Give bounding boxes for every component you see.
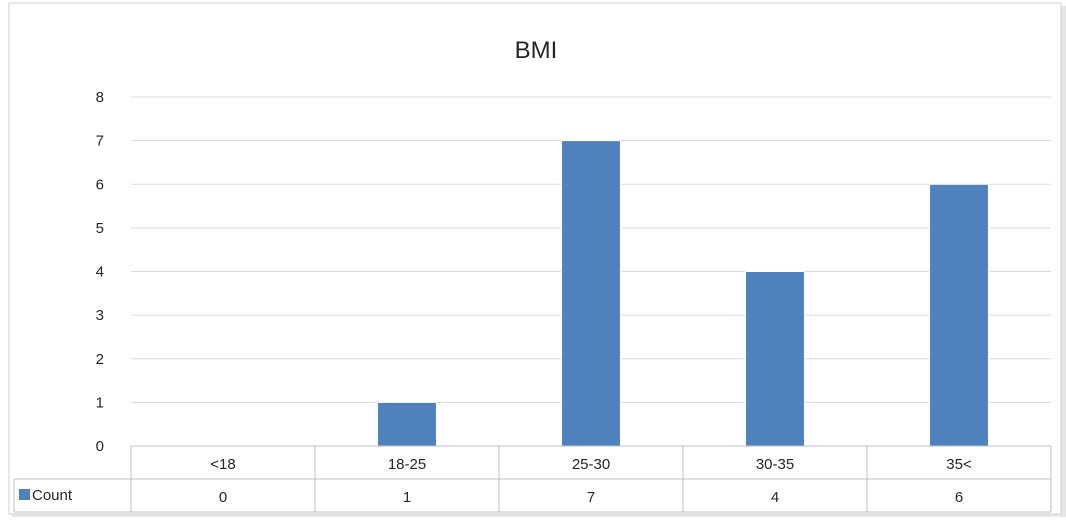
bars [377,140,989,447]
data-table: <18 0 18-25 1 25-30 7 30-35 4 35< 6 Count [13,445,1052,513]
y-tick-label: 7 [96,133,104,150]
y-tick-label: 8 [96,89,104,106]
y-tick-label: 4 [96,264,104,281]
chart-area [8,2,1062,515]
x-tick-label: 25-30 [572,456,610,473]
x-tick-label: 35< [946,456,972,473]
data-label: 4 [771,489,779,506]
y-tick-label: 3 [96,307,104,324]
legend-label: Count [32,487,73,504]
x-tick-label: <18 [210,456,235,473]
data-label: 0 [219,489,227,506]
y-tick-label: 5 [96,220,104,237]
data-label: 6 [955,489,963,506]
bar [929,183,989,447]
chart-title: BMI [515,37,558,64]
bar [377,401,437,447]
bar [561,140,621,447]
y-tick-label: 1 [96,394,104,411]
y-tick-label: 6 [96,176,104,193]
y-tick-label: 0 [96,438,104,455]
data-label: 1 [403,489,411,506]
x-tick-label: 18-25 [388,456,426,473]
data-label: 7 [587,489,595,506]
y-axis: 0 1 2 3 4 5 6 7 8 [96,89,104,455]
bar [745,271,805,447]
legend-swatch [19,489,30,500]
x-tick-label: 30-35 [756,456,794,473]
y-tick-label: 2 [96,351,104,368]
